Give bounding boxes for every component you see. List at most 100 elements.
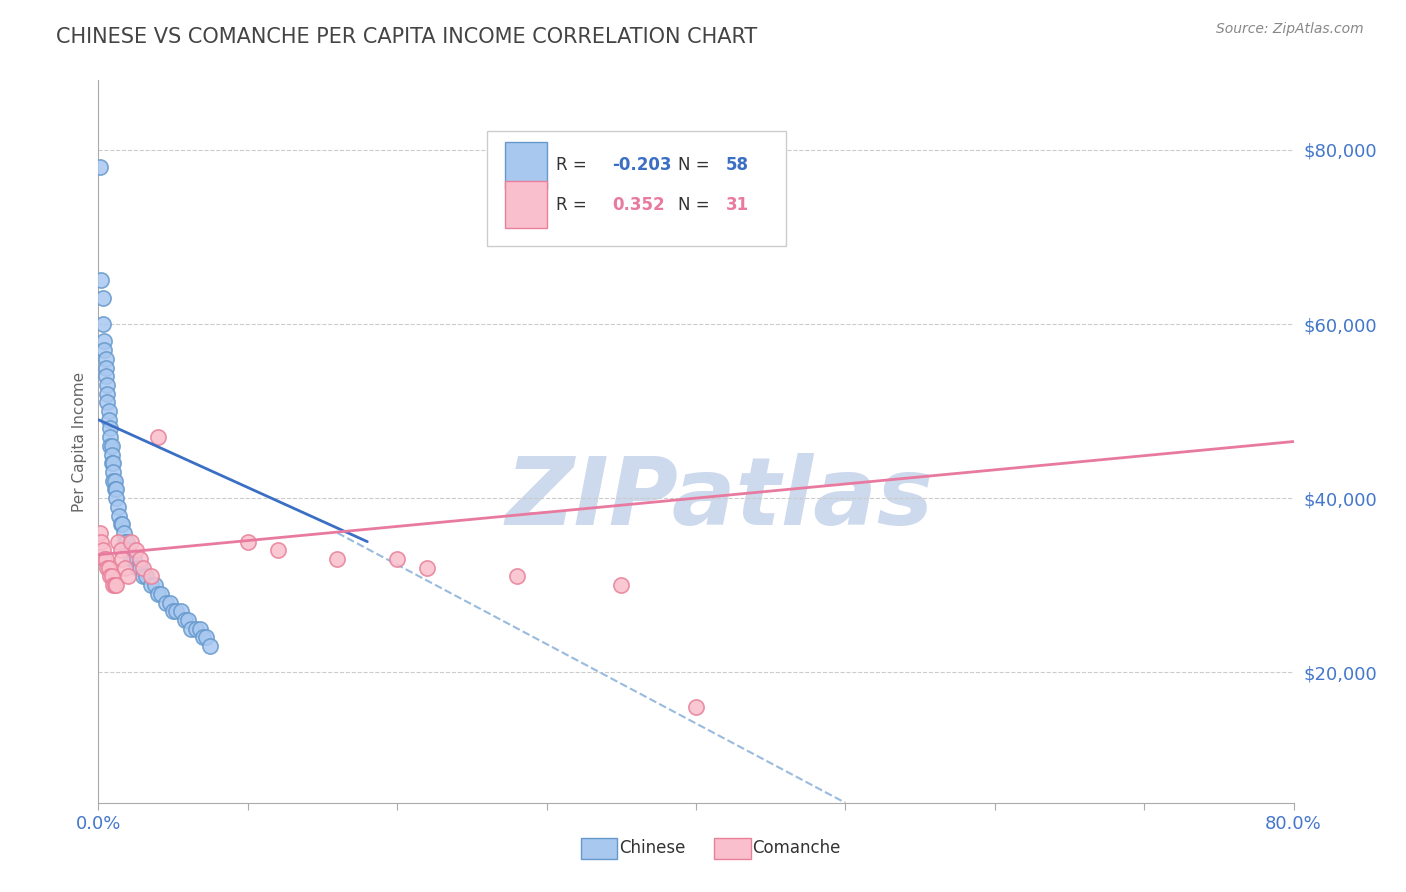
Point <box>188 622 211 636</box>
Point <box>180 622 202 636</box>
Point <box>155 596 177 610</box>
Text: 0.352: 0.352 <box>613 196 665 214</box>
Point <box>177 613 200 627</box>
Point <box>162 604 184 618</box>
Text: -0.203: -0.203 <box>613 156 672 174</box>
Text: R =: R = <box>557 156 592 174</box>
Point <box>385 552 409 566</box>
Point <box>107 534 129 549</box>
Text: 31: 31 <box>725 196 749 214</box>
Point <box>200 639 222 653</box>
Point <box>120 552 142 566</box>
Text: 58: 58 <box>725 156 749 174</box>
Point <box>174 613 197 627</box>
Point <box>132 569 155 583</box>
Point <box>94 552 117 566</box>
Point <box>125 543 148 558</box>
Point <box>148 587 170 601</box>
Point <box>135 569 157 583</box>
Text: R =: R = <box>557 196 592 214</box>
Point <box>114 561 136 575</box>
Point <box>93 343 115 358</box>
Point <box>110 543 132 558</box>
Text: Source: ZipAtlas.com: Source: ZipAtlas.com <box>1216 22 1364 37</box>
Point <box>91 291 114 305</box>
Point <box>97 561 120 575</box>
Point <box>191 631 214 645</box>
Point <box>90 273 112 287</box>
Point <box>96 386 118 401</box>
Point <box>101 569 124 583</box>
Point <box>685 700 707 714</box>
Point <box>96 561 118 575</box>
Point <box>117 543 139 558</box>
Point <box>111 552 134 566</box>
Point <box>120 534 142 549</box>
Point <box>97 413 120 427</box>
Point <box>108 508 131 523</box>
FancyBboxPatch shape <box>505 181 547 228</box>
Point <box>98 439 122 453</box>
FancyBboxPatch shape <box>505 142 547 189</box>
Text: N =: N = <box>678 196 714 214</box>
Y-axis label: Per Capita Income: Per Capita Income <box>72 371 87 512</box>
Point <box>184 622 207 636</box>
Point <box>326 552 349 566</box>
Point <box>98 569 122 583</box>
Point <box>117 569 139 583</box>
Point <box>112 525 135 540</box>
Point <box>89 161 111 175</box>
Point <box>165 604 187 618</box>
FancyBboxPatch shape <box>486 131 786 246</box>
Point <box>94 360 117 375</box>
Point <box>104 483 127 497</box>
Point <box>97 404 120 418</box>
Point <box>115 534 138 549</box>
Point <box>90 534 112 549</box>
Point <box>98 421 122 435</box>
Point <box>139 578 162 592</box>
Point <box>129 561 152 575</box>
Point <box>148 430 170 444</box>
Point <box>169 604 191 618</box>
Point <box>89 525 111 540</box>
Point <box>150 587 173 601</box>
Text: ZIPatlas: ZIPatlas <box>506 453 934 545</box>
Text: N =: N = <box>678 156 714 174</box>
Point <box>129 552 152 566</box>
Point <box>93 552 115 566</box>
Point <box>94 369 117 384</box>
Point <box>124 552 146 566</box>
Point <box>267 543 290 558</box>
Point <box>101 439 124 453</box>
Point <box>143 578 166 592</box>
Point <box>96 378 118 392</box>
Point <box>114 534 136 549</box>
Point <box>506 569 529 583</box>
Point <box>127 561 149 575</box>
Point <box>105 578 128 592</box>
Point <box>610 578 633 592</box>
Text: Comanche: Comanche <box>752 839 841 857</box>
Point <box>132 561 155 575</box>
Point <box>103 465 125 479</box>
Point <box>101 448 124 462</box>
Point <box>103 474 125 488</box>
Text: CHINESE VS COMANCHE PER CAPITA INCOME CORRELATION CHART: CHINESE VS COMANCHE PER CAPITA INCOME CO… <box>56 27 758 46</box>
Point <box>93 334 115 349</box>
Point <box>159 596 181 610</box>
Point <box>91 543 114 558</box>
Point <box>110 517 132 532</box>
Point <box>103 578 125 592</box>
Point <box>91 317 114 331</box>
Point <box>236 534 259 549</box>
Point <box>98 430 122 444</box>
Point <box>105 491 128 505</box>
Point <box>103 456 125 470</box>
Point <box>96 395 118 409</box>
Point <box>105 483 128 497</box>
Point <box>111 517 134 532</box>
Point <box>139 569 162 583</box>
Text: Chinese: Chinese <box>619 839 685 857</box>
Point <box>104 474 127 488</box>
